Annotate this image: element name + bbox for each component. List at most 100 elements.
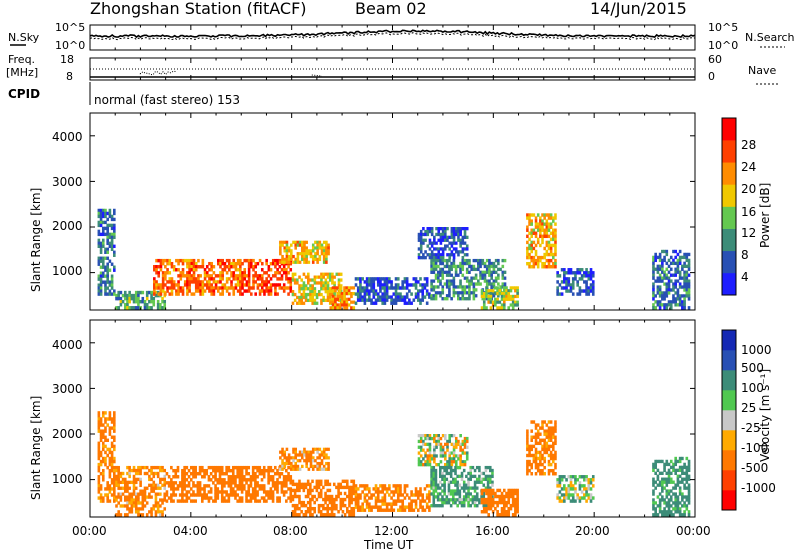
velocity-cell [223,481,226,485]
power-cell [681,264,684,268]
velocity-cell [487,494,491,499]
velocity-cell [167,475,171,479]
power-cell [439,247,443,251]
velocity-cell [110,453,114,458]
power-cell [385,277,389,281]
power-cell [161,306,164,310]
velocity-cell [298,497,301,502]
velocity-cell [401,502,405,506]
power-cell [359,280,362,284]
velocity-cell [113,468,116,473]
velocity-cell [576,493,579,497]
power-cell [311,278,314,282]
velocity-cell [350,497,353,502]
power-cell [422,256,425,260]
power-cell [239,271,242,275]
power-cell [539,228,542,232]
power-cell [674,255,678,260]
velocity-cell [348,491,351,496]
power-cell [331,281,334,285]
power-cell [485,282,489,286]
power-cell [298,252,302,256]
velocity-cell [139,480,142,485]
power-cell [683,255,686,260]
power-cell [280,277,284,281]
velocity-colorbar-swatch [722,350,736,371]
velocity-cell [674,483,678,487]
power-cell [479,282,482,286]
velocity-cell [187,481,191,485]
power-cell [199,292,202,296]
power-cell [181,274,185,278]
power-cell [396,277,400,281]
velocity-cell [161,501,164,505]
velocity-cell [376,508,380,512]
velocity-cell [348,497,351,502]
power-cell [104,226,107,231]
velocity-cell [583,484,586,488]
power-cell [446,227,449,231]
velocity-cell [192,484,195,488]
power-cell [501,285,505,289]
power-cell [331,278,334,282]
power-cb-tick-16: 16 [741,205,756,219]
power-cell [661,264,664,268]
velocity-cell [240,475,244,479]
power-cell [587,292,591,296]
velocity-cell [494,500,497,505]
velocity-cell [394,502,398,506]
velocity-cell [654,513,657,517]
power-heatmap [97,208,691,310]
velocity-cell [262,472,266,476]
power-cell [154,290,158,295]
power-cell [419,244,423,248]
power-cell [252,277,255,281]
power-cell [541,228,544,232]
velocity-cell [534,441,538,446]
velocity-cell [514,510,517,514]
velocity-cell [345,479,349,484]
power-cell [459,250,462,254]
power-cell [285,240,289,244]
velocity-cell [526,447,529,452]
velocity-cell [101,441,105,446]
power-cell [340,297,344,301]
power-cell [106,286,109,290]
power-cell [239,277,242,281]
power-cell [532,213,536,217]
power-cell [474,273,478,277]
power-cell [365,280,369,284]
velocity-cell [408,508,411,512]
velocity-cell [311,488,314,493]
velocity-cell [574,481,577,485]
velocity-cell [108,447,112,452]
velocity-cell [316,447,319,451]
power-cell [159,265,163,269]
velocity-cell [654,507,657,511]
power-cell [419,229,423,234]
velocity-cell [101,444,105,449]
power-cell [313,275,317,279]
power-cell [106,277,109,281]
power-cell [485,294,488,299]
velocity-cell [267,490,270,494]
power-cell [223,283,227,287]
power-cell [485,258,489,263]
velocity-cell [676,480,680,484]
velocity-cell [669,495,673,499]
velocity-cell [343,513,347,517]
power-cell [313,290,317,294]
power-cell [547,228,551,232]
velocity-cell [658,480,662,484]
power-cell [110,274,114,278]
power-cell [331,294,335,299]
velocity-cell [256,465,259,470]
velocity-cell [435,442,438,447]
velocity-cell [536,465,540,470]
power-cell [552,216,555,220]
velocity-cell [352,482,356,487]
velocity-cell [113,414,116,418]
power-cell [589,286,593,290]
velocity-cell [545,423,549,427]
velocity-cell [439,492,442,496]
